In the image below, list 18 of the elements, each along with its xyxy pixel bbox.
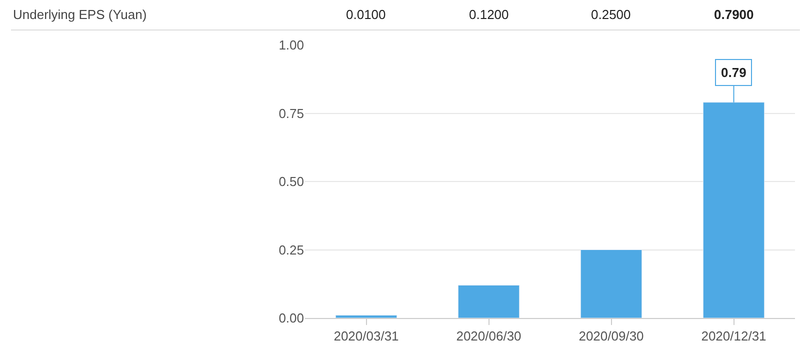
data-label: 0.7900 — [714, 7, 754, 22]
y-tick-label: 0.00 — [278, 310, 304, 326]
y-tick-label: 0.50 — [278, 174, 304, 190]
data-label: 0.0100 — [346, 7, 386, 22]
bar — [335, 315, 398, 318]
data-label: 0.2500 — [591, 7, 631, 22]
data-label: 0.1200 — [469, 7, 509, 22]
y-tick-label: 1.00 — [278, 38, 304, 53]
annotation: 0.79 — [721, 65, 746, 80]
text: Underlying EPS (Yuan) — [13, 7, 147, 22]
y-tick-label: 0.75 — [278, 106, 304, 121]
x-tick-label: 2020/03/31 — [334, 328, 399, 344]
x-tick-label: 2020/12/31 — [701, 328, 766, 344]
x-tick-label: 2020/09/30 — [578, 328, 644, 344]
bar — [458, 284, 520, 318]
bar — [580, 250, 642, 318]
x-tick-label: 2020/06/30 — [456, 328, 522, 344]
y-tick-label: 0.25 — [278, 242, 304, 258]
